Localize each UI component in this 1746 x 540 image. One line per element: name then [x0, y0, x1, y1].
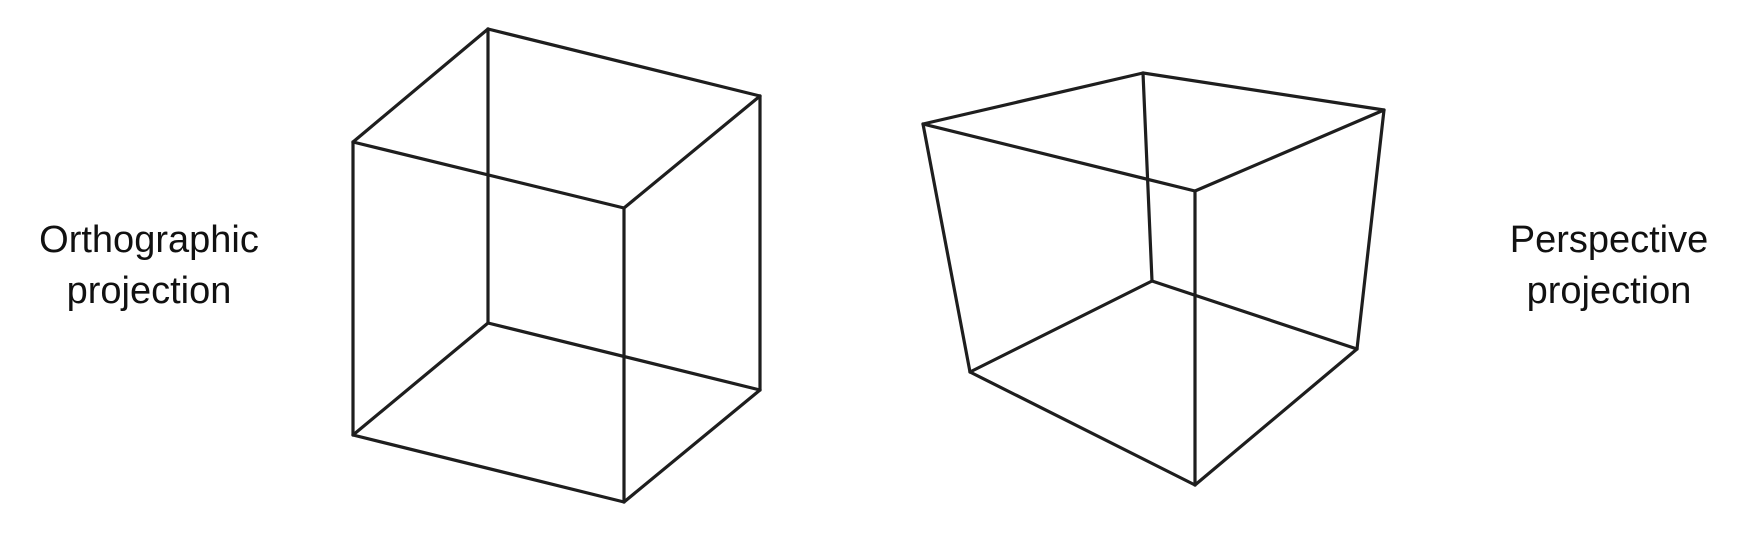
ortho-edge-bottom-front: [351, 433, 626, 504]
perspective-label-line-2: projection: [1526, 270, 1692, 312]
persp-edge-top-left-back: [921, 71, 1145, 126]
perspective-label-line-1: Perspective: [1509, 219, 1709, 261]
perspective-cube: [921, 71, 1386, 487]
persp-edge-back-vertical: [1141, 71, 1154, 283]
perspective-projection-label: Perspective projection: [1459, 215, 1746, 317]
ortho-edge-top-back: [486, 27, 762, 98]
persp-edge-top-right-front: [1193, 108, 1386, 193]
persp-edge-bottom-front-left: [968, 370, 1197, 487]
persp-edge-bottom-back-right: [1150, 279, 1359, 351]
orthographic-label-line-1: Orthographic: [39, 219, 259, 261]
persp-edge-right-vertical: [1355, 108, 1386, 351]
orthographic-projection-label: Orthographic projection: [0, 215, 299, 317]
persp-edge-bottom-right-front: [1193, 347, 1359, 487]
persp-edge-top-front-left: [921, 122, 1197, 193]
ortho-edge-connect-bottom-right: [622, 388, 762, 504]
persp-edge-top-back-right: [1141, 71, 1386, 112]
ortho-edge-bottom-back: [486, 321, 762, 392]
orthographic-label-line-2: projection: [66, 270, 232, 312]
ortho-edge-connect-top-right: [622, 94, 762, 210]
persp-edge-left-vertical: [921, 122, 972, 374]
orthographic-cube: [351, 27, 762, 504]
persp-edge-bottom-left-back: [968, 279, 1154, 374]
ortho-edge-connect-bottom-left: [351, 321, 490, 437]
ortho-edge-connect-top-left: [351, 27, 490, 144]
